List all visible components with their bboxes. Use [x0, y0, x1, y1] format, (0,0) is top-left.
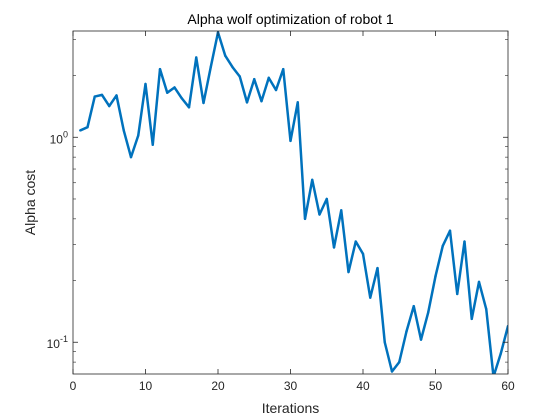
- axis-ticks: 0 10 20 30 40 50 60 10-1 100: [47, 31, 515, 393]
- data-point: [86, 125, 89, 129]
- data-point: [332, 246, 336, 249]
- data-point: [151, 143, 154, 146]
- data-point: [419, 338, 423, 341]
- data-point: [427, 311, 430, 314]
- data-point: [354, 240, 357, 243]
- x-tick-label: 60: [501, 379, 515, 393]
- data-point: [267, 76, 270, 80]
- data-point: [115, 94, 118, 97]
- x-tick-label: 40: [356, 379, 370, 393]
- data-point: [137, 134, 140, 137]
- data-point: [340, 209, 343, 212]
- data-point: [369, 296, 372, 299]
- data-point: [108, 104, 111, 108]
- chart-title: Alpha wolf optimization of robot 1: [187, 11, 393, 27]
- data-point: [398, 360, 401, 364]
- data-point: [100, 93, 104, 97]
- data-point: [383, 341, 386, 344]
- data-point: [238, 75, 241, 78]
- x-axis-label: Iterations: [262, 400, 320, 416]
- data-point: [412, 304, 415, 308]
- data-point: [209, 65, 212, 69]
- data-point: [260, 99, 263, 103]
- data-point: [144, 82, 147, 86]
- plot-area: [73, 31, 508, 374]
- data-point: [187, 106, 191, 109]
- x-tick-label: 20: [211, 379, 225, 393]
- y-axis-label: Alpha cost: [22, 170, 38, 235]
- y-tick-label: 10-1: [47, 334, 68, 351]
- data-point: [166, 91, 169, 94]
- data-point: [274, 88, 278, 92]
- data-point: [303, 217, 307, 221]
- data-point: [245, 101, 249, 104]
- x-tick-label: 50: [429, 379, 443, 393]
- data-point: [499, 352, 502, 355]
- x-tick-label: 10: [139, 379, 153, 393]
- chart-marks: [79, 31, 508, 377]
- data-point: [318, 213, 321, 216]
- data-point: [289, 139, 292, 143]
- data-point: [470, 317, 473, 321]
- axes-box: [72, 30, 509, 375]
- data-point: [448, 229, 452, 232]
- data-point: [376, 266, 379, 270]
- data-point: [195, 56, 198, 59]
- data-point: [485, 307, 488, 311]
- data-point: [253, 78, 256, 81]
- data-point: [361, 252, 365, 256]
- data-point: [224, 54, 227, 57]
- data-point: [202, 101, 205, 105]
- data-point: [441, 244, 444, 248]
- data-point: [282, 67, 285, 71]
- x-tick-label: 30: [284, 379, 298, 393]
- data-point: [180, 97, 183, 100]
- data-point: [296, 101, 299, 104]
- data-point: [405, 330, 408, 333]
- data-point: [158, 67, 162, 71]
- series-line: [79, 31, 508, 374]
- data-point: [122, 129, 125, 132]
- data-point: [79, 129, 82, 132]
- data-point: [456, 292, 459, 296]
- data-point: [477, 280, 481, 284]
- data-point: [93, 95, 96, 98]
- data-point: [492, 375, 494, 377]
- data-point: [129, 155, 133, 159]
- data-point: [311, 178, 314, 182]
- data-point: [347, 270, 350, 274]
- data-point: [434, 275, 437, 278]
- y-tick-label: 100: [50, 129, 68, 146]
- x-tick-label: 0: [70, 379, 77, 393]
- data-point: [325, 197, 328, 201]
- data-point: [173, 86, 176, 89]
- data-point: [390, 370, 394, 373]
- data-point: [231, 65, 234, 69]
- data-point: [463, 240, 466, 243]
